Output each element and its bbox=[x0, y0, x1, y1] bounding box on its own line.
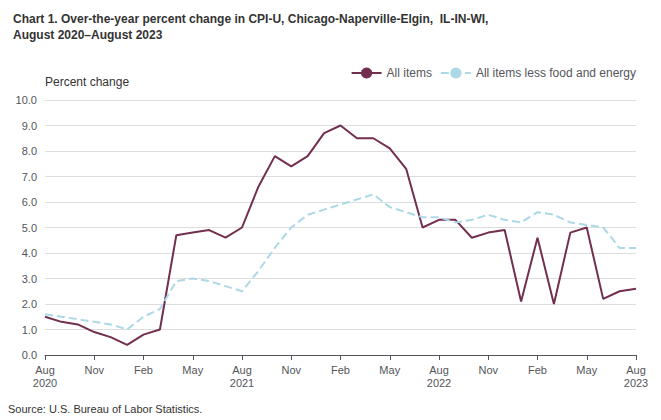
svg-text:10.0: 10.0 bbox=[16, 94, 37, 106]
svg-text:2021: 2021 bbox=[230, 377, 254, 389]
svg-text:7.0: 7.0 bbox=[22, 171, 37, 183]
svg-text:Aug: Aug bbox=[429, 364, 449, 376]
svg-text:Feb: Feb bbox=[331, 364, 350, 376]
svg-text:May: May bbox=[379, 364, 400, 376]
svg-text:2.0: 2.0 bbox=[22, 298, 37, 310]
svg-text:5.0: 5.0 bbox=[22, 222, 37, 234]
svg-text:August 2020–August 2023: August 2020–August 2023 bbox=[13, 28, 163, 42]
svg-text:2020: 2020 bbox=[33, 377, 57, 389]
svg-text:Percent change: Percent change bbox=[45, 75, 129, 89]
svg-text:Aug: Aug bbox=[232, 364, 252, 376]
svg-text:Aug: Aug bbox=[35, 364, 55, 376]
svg-text:May: May bbox=[576, 364, 597, 376]
svg-text:Nov: Nov bbox=[84, 364, 104, 376]
svg-text:1.0: 1.0 bbox=[22, 324, 37, 336]
svg-text:6.0: 6.0 bbox=[22, 196, 37, 208]
svg-text:8.0: 8.0 bbox=[22, 145, 37, 157]
svg-text:2022: 2022 bbox=[427, 377, 451, 389]
svg-text:Nov: Nov bbox=[478, 364, 498, 376]
svg-text:May: May bbox=[182, 364, 203, 376]
svg-text:0.0: 0.0 bbox=[22, 349, 37, 361]
svg-text:Feb: Feb bbox=[134, 364, 153, 376]
svg-text:4.0: 4.0 bbox=[22, 247, 37, 259]
svg-text:Chart 1. Over-the-year percent: Chart 1. Over-the-year percent change in… bbox=[13, 12, 488, 26]
svg-text:2023: 2023 bbox=[624, 377, 648, 389]
svg-text:9.0: 9.0 bbox=[22, 120, 37, 132]
svg-text:3.0: 3.0 bbox=[22, 273, 37, 285]
svg-text:Aug: Aug bbox=[626, 364, 646, 376]
svg-text:All items less food and energy: All items less food and energy bbox=[476, 66, 636, 80]
svg-text:Nov: Nov bbox=[281, 364, 301, 376]
svg-text:Feb: Feb bbox=[528, 364, 547, 376]
svg-text:Source: U.S. Bureau of Labor S: Source: U.S. Bureau of Labor Statistics. bbox=[8, 403, 202, 415]
svg-text:All items: All items bbox=[387, 66, 432, 80]
